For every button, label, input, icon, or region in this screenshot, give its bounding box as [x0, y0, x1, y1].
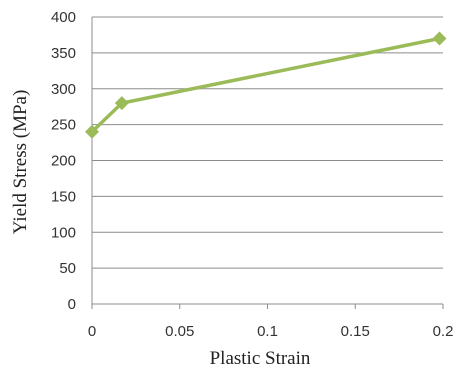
y-tick-label: 200	[51, 153, 76, 170]
x-tick-label: 0.2	[433, 323, 454, 340]
y-tick-label: 400	[51, 9, 76, 26]
x-tick-labels: 0 0.05 0.1 0.15 0.2	[88, 323, 454, 340]
data-point-marker	[114, 96, 129, 111]
y-tick-label: 350	[51, 45, 76, 62]
x-tick-label: 0.15	[341, 323, 370, 340]
y-tick-label: 50	[59, 260, 76, 277]
x-tick-label: 0	[88, 323, 96, 340]
y-tick-label: 0	[68, 296, 76, 313]
data-point-marker	[85, 124, 99, 139]
y-tick-label: 150	[51, 188, 76, 205]
x-axis-title: Plastic Strain	[210, 348, 311, 369]
y-tick-label: 250	[51, 117, 76, 134]
y-axis-title: Yield Stress (MPa)	[10, 90, 31, 235]
y-tick-labels: 0 50 100 150 200 250 300 350 400	[51, 9, 76, 313]
gridlines	[92, 16, 443, 269]
y-tick-label: 300	[51, 81, 76, 98]
data-point-marker	[432, 31, 447, 46]
axes	[91, 17, 444, 309]
x-tick-label: 0.1	[257, 323, 278, 340]
series-group	[85, 31, 447, 139]
y-tick-label: 100	[51, 224, 76, 241]
x-tick-label: 0.05	[165, 323, 194, 340]
